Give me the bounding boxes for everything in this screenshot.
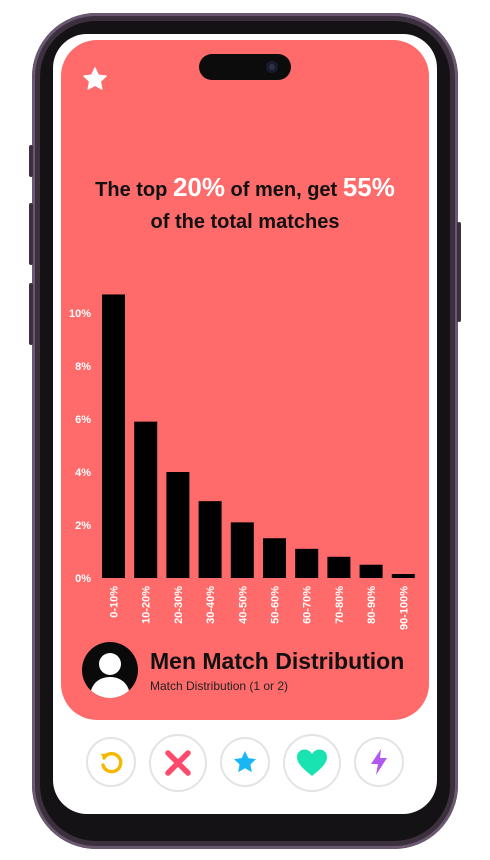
x-tick-label: 90-100% [398, 586, 410, 630]
bar-10-20%[interactable] [134, 421, 158, 578]
side-button-volume-down [29, 283, 33, 345]
side-button-volume-up [29, 203, 33, 265]
lightning-icon [371, 749, 387, 775]
headline-match-share: 55% [342, 172, 395, 202]
x-tick-label: 50-60% [270, 586, 282, 624]
y-tick-label: 2% [75, 520, 91, 532]
x-icon [165, 750, 191, 776]
bar-60-70%[interactable] [295, 548, 319, 578]
bar-70-80%[interactable] [327, 556, 351, 578]
x-tick-label: 60-70% [302, 586, 314, 624]
camera-icon [266, 61, 278, 73]
y-tick-label: 10% [69, 308, 91, 320]
headline-top-share: 20% [172, 172, 225, 202]
x-tick-label: 70-80% [334, 586, 346, 624]
avatar[interactable] [82, 642, 138, 698]
star-icon [233, 750, 257, 773]
headline-prefix: The top [95, 179, 168, 201]
y-tick-label: 0% [75, 573, 91, 585]
headline-middle: of men, get [230, 179, 338, 201]
super-like-button[interactable] [220, 737, 270, 787]
x-tick-label: 0-10% [109, 586, 121, 618]
headline: The top 20% of men, get 55% of the total… [61, 170, 429, 237]
bar-90-100%[interactable] [391, 574, 415, 578]
match-distribution-chart: 0% 2% 4% 6% 8% 10% 0-10% 10-20% 20-30% 30-40% 40-5… [69, 294, 415, 630]
rewind-icon [100, 751, 123, 774]
profile-info: Men Match Distribution Match Distributio… [150, 648, 404, 693]
x-tick-label: 30-40% [205, 586, 217, 624]
y-tick-label: 6% [75, 414, 91, 426]
y-tick-label: 4% [75, 467, 91, 479]
headline-suffix: of the total matches [150, 211, 340, 233]
rewind-button[interactable] [86, 737, 136, 787]
x-tick-label: 20-30% [173, 586, 185, 624]
bar-30-40%[interactable] [198, 501, 222, 578]
user-silhouette-icon [90, 653, 130, 698]
like-button[interactable] [283, 734, 341, 792]
bar-50-60%[interactable] [263, 538, 286, 578]
nope-button[interactable] [149, 734, 207, 792]
profile-title: Men Match Distribution [150, 648, 405, 674]
bar-20-30%[interactable] [166, 472, 190, 578]
heart-icon [297, 749, 327, 776]
bar-40-50%[interactable] [230, 522, 254, 578]
boost-button[interactable] [354, 737, 404, 787]
bar-0-10%[interactable] [102, 294, 125, 578]
side-button-power [457, 222, 461, 322]
x-tick-label: 10-20% [141, 586, 153, 624]
x-tick-label: 80-90% [366, 586, 378, 624]
x-tick-label: 40-50% [237, 586, 249, 624]
bar-80-90%[interactable] [359, 564, 383, 578]
profile-subtitle: Match Distribution (1 or 2) [150, 679, 289, 693]
y-tick-label: 8% [75, 361, 91, 373]
side-button-action [29, 145, 33, 177]
favorite-star-icon[interactable] [82, 66, 108, 92]
